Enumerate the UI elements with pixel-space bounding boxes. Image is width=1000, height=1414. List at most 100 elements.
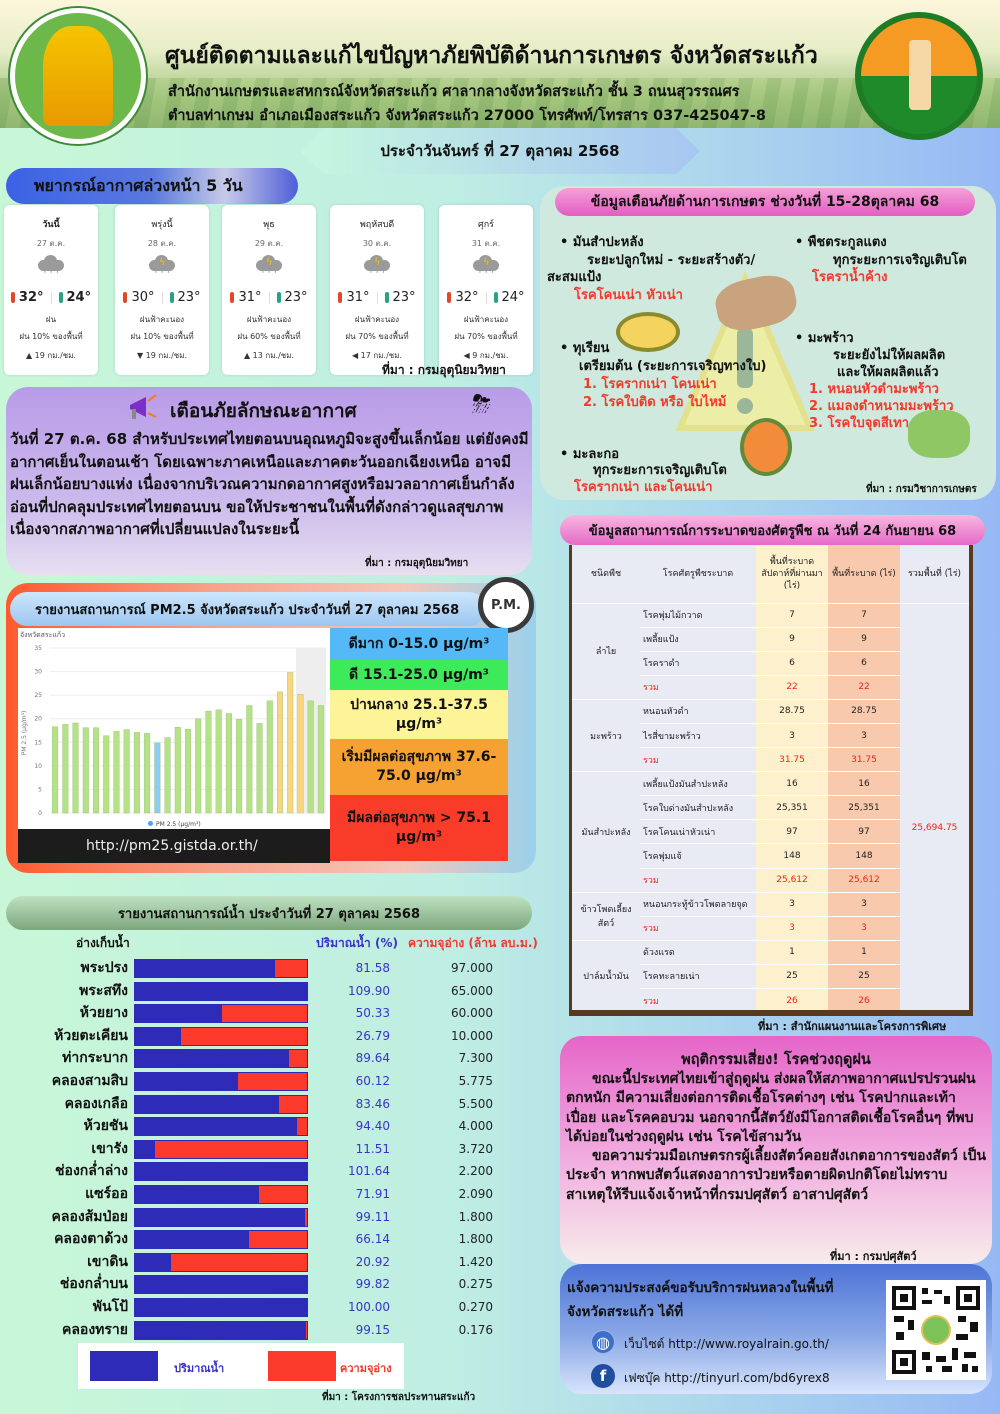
pest-name: เพลี้ยแป้ง [640,627,756,652]
reservoir-bar [134,1162,308,1182]
reservoir-capacity: 3.720 [458,1141,493,1156]
svg-text:PM 2.5 (µg/m³): PM 2.5 (µg/m³) [21,711,28,756]
forecast-wind: ◀ 17 กม./ชม. [351,351,403,360]
reservoir-column-header: อ่างเก็บน้ำ [76,936,130,950]
reservoir-row: พันโป้ 100.00 0.270 [0,1296,540,1318]
temp-high: 31° [238,290,262,305]
sum-label: รวม [640,675,756,700]
reservoir-percent: 99.82 [355,1277,390,1292]
pest-sum-row: รวม 26 26 [572,988,969,1010]
reservoir-bar [134,1094,308,1114]
aqi-level: มีผลต่อสุขภาพ > 75.1 µg/m³ [330,795,508,861]
pest-last-week: 6 [756,651,828,676]
pest-area: 16 [828,771,900,797]
forecast-condition: ฝนฟ้าคะนอง [354,315,400,324]
royal-rain-facebook-link[interactable]: เฟซบุ๊ค http://tinyurl.com/bd6yrex8 [624,1371,830,1385]
forecast-day: พรุ่งนี้ [151,220,173,230]
forecast-rain-chance: ฝน 70% ของพื้นที่ [345,332,409,341]
reservoir-bar [134,959,308,978]
animal-source: ที่มา : กรมปศุสัตว์ [830,1250,917,1263]
pest-name: หนอนกระทู้ข้าวโพดลายจุด [640,892,756,917]
reservoir-name: คลองทราย [61,1321,128,1338]
qr-code-icon [892,1286,980,1374]
reservoir-fill [135,1276,307,1294]
pest-row: โรคราดำ 6 6 [572,651,969,676]
svg-text:5: 5 [38,786,42,793]
thermometer-hot-icon [123,292,128,303]
pest-name: โรคราดำ [640,651,756,676]
reservoir-bar [134,1298,308,1317]
pest-area: 97 [828,819,900,845]
reservoir-fill [135,1163,307,1181]
pest-area: 7 [828,603,900,628]
royal-rain-website-link[interactable]: เว็บไซต์ http://www.royalrain.go.th/ [624,1337,829,1351]
reservoir-name: คลองเกลือ [64,1095,128,1112]
reservoir-row: ห้วยตะเคียน 26.79 10.000 [0,1025,540,1047]
temp-high: 32° [18,290,44,305]
reservoir-row: ห้วยชัน 94.40 4.000 [0,1115,540,1137]
forecast-rain-chance: ฝน 10% ของพื้นที่ [130,332,194,341]
forecast-rain-chance: ฝน 10% ของพื้นที่ [19,332,83,341]
reservoir-capacity: 7.300 [458,1051,493,1066]
pest-sum-row: รวม 31.75 31.75 [572,747,969,773]
weather-warning-title: เตือนภัยลักษณะอากาศ [170,400,357,422]
pm25-url-link[interactable]: http://pm25.gistda.or.th/ [18,829,330,863]
coconut-crop: • มะพร้าว [795,331,854,346]
reservoir-name: พระสทึง [79,982,128,999]
pest-row: โรคพุ่มแจ้ 148 148 [572,843,969,869]
reservoir-name: แซร์ออ [85,1186,128,1202]
forecast-card: พุธ 29 ต.ค. ϟ ' ' ' 31° 23° ฝนฟ้าคะนอง ฝน … [222,205,316,375]
thermometer-cold-icon [58,292,63,303]
pest-area: 3 [828,723,900,749]
ministry-logo [10,8,146,144]
reservoir-bar [134,1252,308,1272]
legend-capacity-swatch [268,1351,336,1381]
reservoir-name: ช่องกล่ำล่าง [55,1163,128,1180]
report-date: ประจำวันจันทร์ ที่ 27 ตุลาคม 2568 [300,128,700,174]
temp-low: 24° [66,290,92,305]
papaya-image [740,418,792,476]
reservoir-capacity: 1.420 [458,1254,493,1269]
reservoir-row: คลองตาด้วง 66.14 1.800 [0,1228,540,1250]
pest-last-week: 3 [756,892,828,917]
reservoir-capacity: 5.775 [458,1074,493,1088]
pest-area: 9 [828,627,900,652]
pest-last-week: 25,351 [756,795,828,821]
sum-last-week: 3 [756,916,828,941]
pest-last-week: 1 [756,940,828,965]
reservoir-capacity: 97.000 [451,961,493,975]
address-line-1: สำนักงานเกษตรและสหกรณ์จังหวัดสระแก้ว ศาล… [168,84,740,100]
forecast-date: 30 ต.ค. [362,239,392,248]
reservoir-fill [135,1208,306,1226]
reservoir-capacity: 0.176 [458,1322,493,1337]
forecast-day: วันนี้ [42,220,60,230]
temp-low: 24° [501,290,525,305]
reservoir-name: ห้วยยาง [79,1005,128,1022]
sum-area: 3 [828,916,900,941]
crop-name: ปาล์มน้ำมัน [572,940,640,1010]
forecast-wind: ◀ 9 กม./ชม. [463,351,509,360]
coconut-image [908,410,970,458]
royal-rain-title-2: จังหวัดสระแก้ว ได้ที่ [567,1304,684,1320]
reservoir-row: ช่องกล่ำบน 99.82 0.275 [0,1273,540,1295]
reservoir-bar [134,1139,308,1159]
qr-code[interactable] [886,1280,986,1380]
forecast-card: พรุ่งนี้ 28 ต.ค. ϟ ' ' ' 30° 23° ฝนฟ้าคะนอ… [115,205,209,375]
forecast-wind: ▲ 13 กม./ชม. [243,351,295,360]
tower-icon [909,40,931,110]
reservoir-name: ท่ากระบาก [62,1050,128,1067]
reservoir-percent: 83.46 [355,1096,390,1111]
svg-text:30: 30 [34,669,42,676]
header-banner [0,0,1000,128]
chart-title: จังหวัดสระแก้ว [20,631,66,639]
sum-last-week: 26 [756,988,828,1010]
legend-capacity-label: ความจุอ่าง [340,1362,392,1375]
sum-label: รวม [640,747,756,773]
crop-name: มันสำปะหลัง [572,771,640,893]
pest-row: มะพร้าว หนอนหัวดำ 28.75 28.75 [572,699,969,773]
reservoir-fill [135,1005,222,1023]
pest-row: ลำไย โรคพุ่มไม้กวาด 7 7 25,694.75 [572,603,969,1010]
reservoir-capacity: 1.800 [458,1209,493,1224]
reservoir-percent: 20.92 [355,1254,390,1269]
reservoir-name: เขารัง [91,1140,128,1157]
